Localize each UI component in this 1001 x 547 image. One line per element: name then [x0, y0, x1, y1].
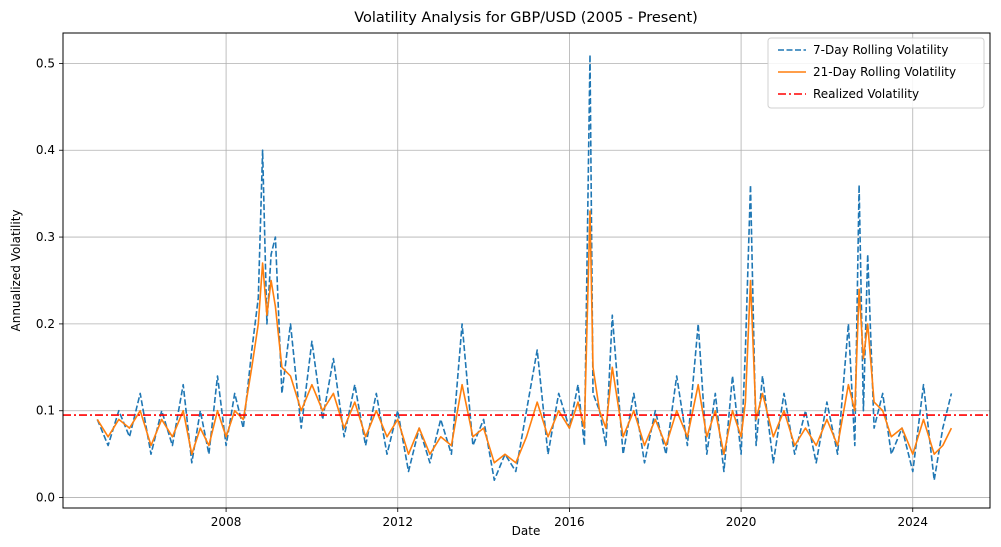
legend-box [767, 37, 985, 109]
chart-title: Volatility Analysis for GBP/USD (2005 - … [354, 10, 698, 26]
y-tick-label: 0.3 [36, 230, 55, 244]
volatility-7-day-line [96, 53, 953, 482]
volatility-21-day-line [96, 210, 953, 464]
y-tick-label: 0.5 [36, 56, 55, 70]
legend: 7-Day Rolling Volatility 21-Day Rolling … [767, 37, 985, 109]
x-tick-label: 2016 [554, 515, 585, 529]
series-lines [63, 53, 990, 482]
plot-frame [62, 32, 991, 509]
x-tick-label: 2020 [726, 515, 757, 529]
x-tick-label: 2024 [897, 515, 928, 529]
y-tick-label: 0.0 [36, 491, 55, 505]
x-axis-title: Date [512, 524, 541, 538]
y-tick-label: 0.2 [36, 317, 55, 331]
x-tick-label: 2008 [211, 515, 242, 529]
legend-label-21-day: 21-Day Rolling Volatility [813, 65, 956, 79]
y-axis-title: Annualized Volatility [9, 210, 23, 332]
x-tick-label: 2012 [382, 515, 413, 529]
axis-ticks: 2008 2012 2016 2020 2024 0.0 0.1 0.2 0.3 0.4 0.5 [36, 56, 928, 529]
legend-label-7-day: 7-Day Rolling Volatility [813, 43, 948, 57]
legend-label-realized: Realized Volatility [813, 87, 919, 101]
y-tick-label: 0.4 [36, 143, 55, 157]
y-tick-label: 0.1 [36, 404, 55, 418]
